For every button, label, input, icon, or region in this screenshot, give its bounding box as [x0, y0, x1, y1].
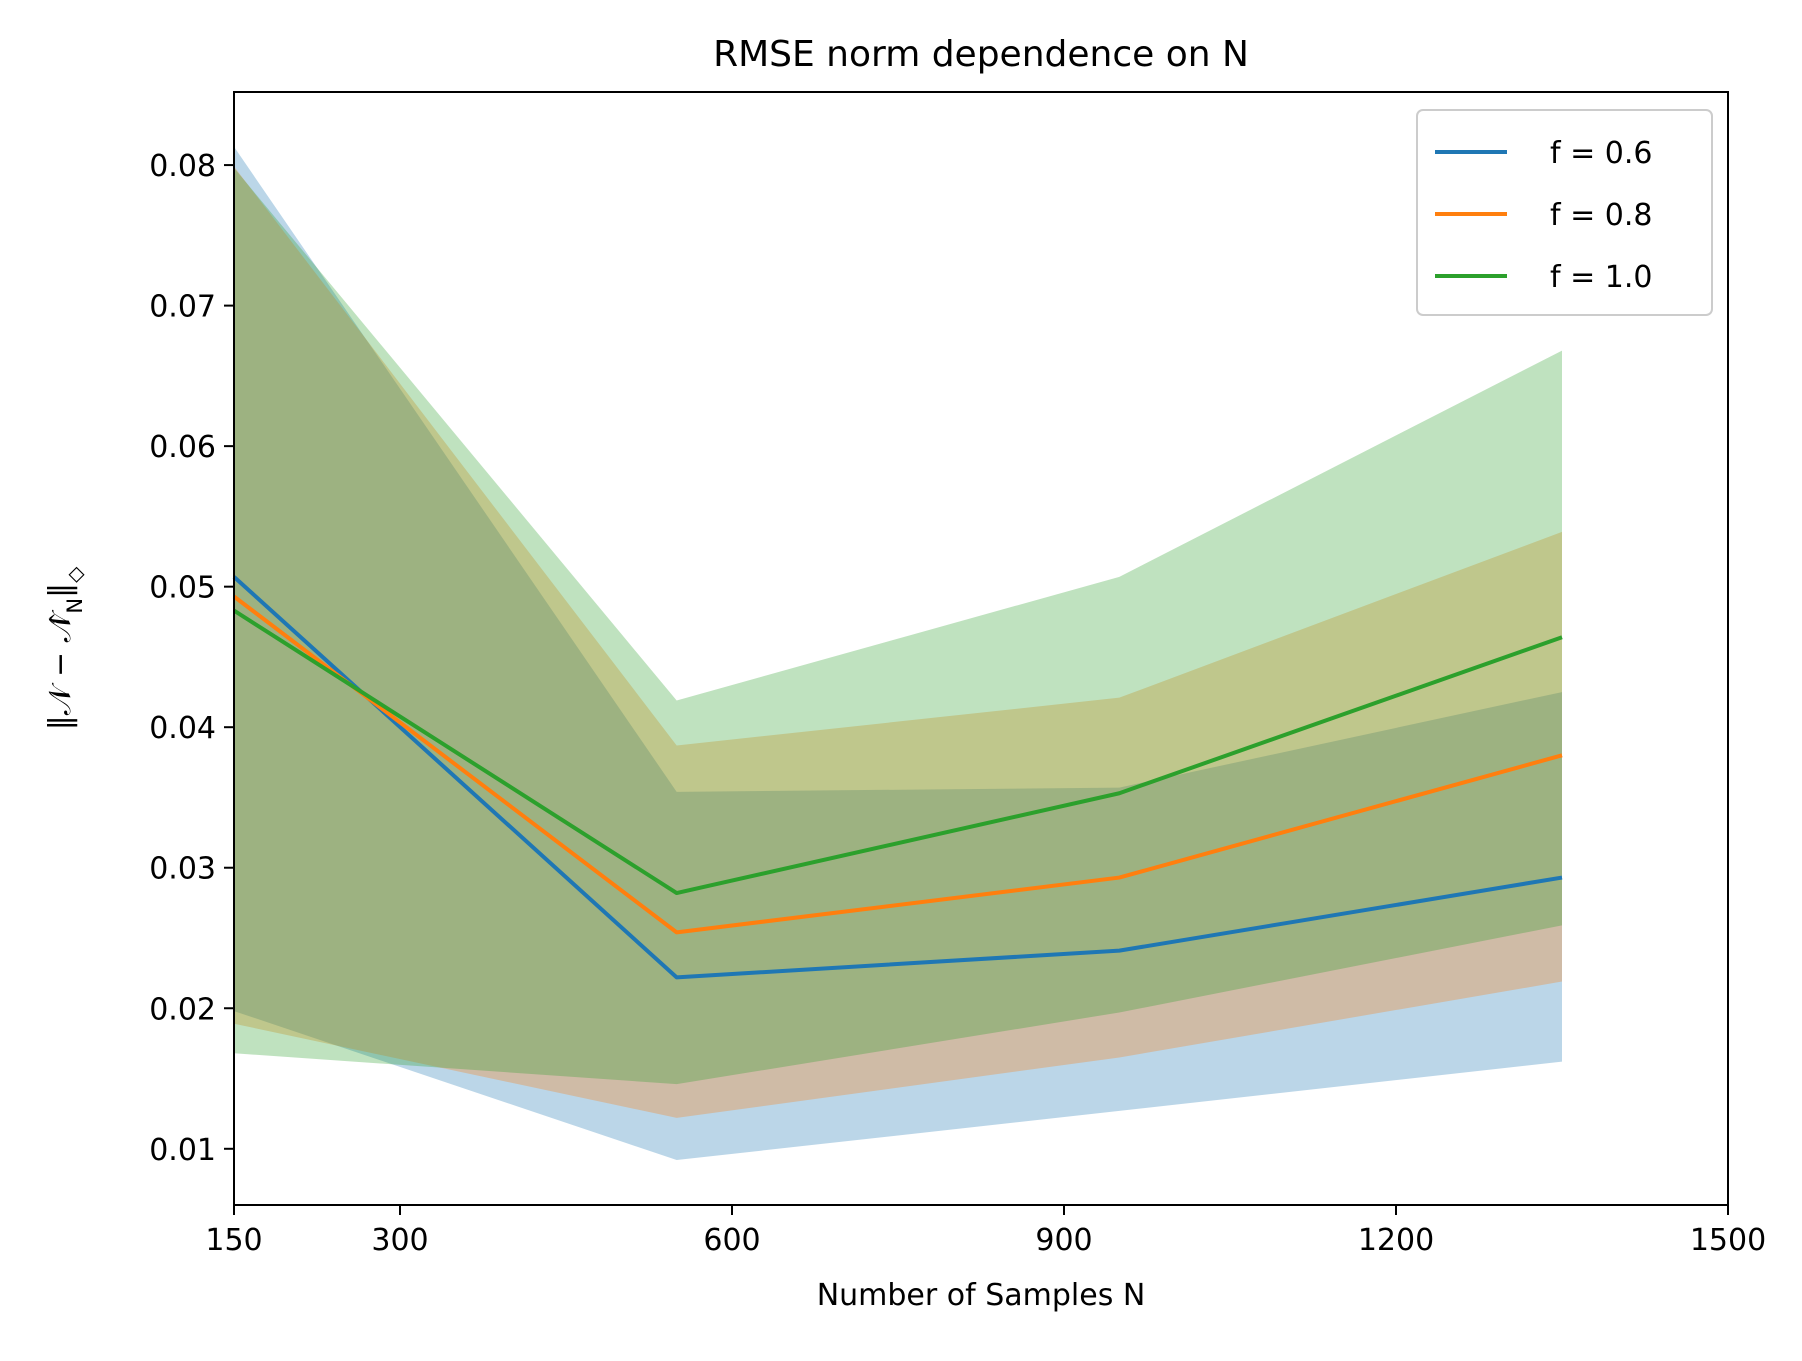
legend: f = 0.6 f = 0.8 f = 1.0 — [1416, 109, 1713, 316]
plot-frame — [233, 91, 1729, 1206]
band-series-3 — [234, 167, 1562, 1085]
y-tick-label: 0.07 — [149, 290, 216, 325]
x-axis-label: Number of Samples N — [817, 1278, 1146, 1313]
x-tick-label: 900 — [1035, 1223, 1092, 1258]
x-axis-ticks: 150 300 600 900 1200 1500 — [205, 1205, 1766, 1258]
x-tick-label: 1200 — [1358, 1223, 1434, 1258]
x-tick-label: 150 — [205, 1223, 262, 1258]
y-tick-label: 0.03 — [149, 852, 216, 887]
y-tick-label: 0.02 — [149, 992, 216, 1027]
x-tick-label: 1500 — [1690, 1223, 1766, 1258]
y-axis-ticks: 0.01 0.02 0.03 0.04 0.05 0.06 0.07 0.08 — [149, 149, 234, 1168]
y-tick-label: 0.05 — [149, 571, 216, 606]
legend-label: f = 1.0 — [1550, 260, 1652, 295]
x-tick-label: 300 — [371, 1223, 428, 1258]
band-series-2 — [234, 166, 1562, 1118]
confidence-bands — [234, 146, 1562, 1161]
y-axis-label: ‖𝒩 − 𝒩̂N‖◇ — [43, 566, 87, 730]
line-series-2 — [232, 594, 1563, 935]
legend-box — [1416, 109, 1713, 316]
line-series-1 — [232, 575, 1563, 980]
y-tick-label: 0.01 — [149, 1133, 216, 1168]
x-tick-label: 600 — [703, 1223, 760, 1258]
legend-label: f = 0.6 — [1550, 136, 1652, 171]
y-tick-label: 0.06 — [149, 430, 216, 465]
series-lines — [232, 575, 1563, 980]
legend-label: f = 0.8 — [1550, 198, 1652, 233]
chart-title: RMSE norm dependence on N — [713, 34, 1249, 75]
y-tick-label: 0.08 — [149, 149, 216, 184]
y-tick-label: 0.04 — [149, 711, 216, 746]
band-series-1 — [234, 146, 1562, 1161]
line-series-3 — [232, 608, 1563, 896]
